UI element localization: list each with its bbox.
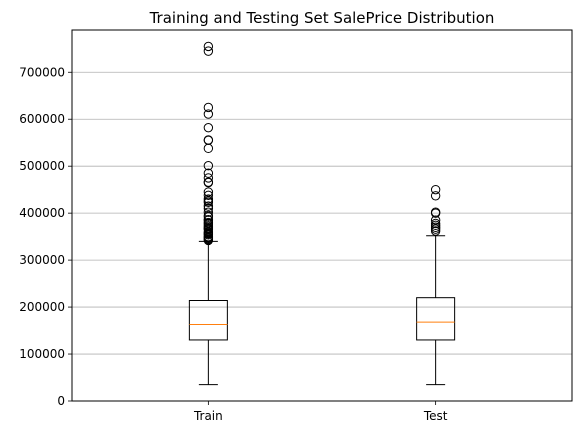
y-axis: 0 100000 200000 300000 400000 500000 600000 700… (19, 65, 72, 408)
x-tick-label: Train (193, 409, 223, 423)
iqr-box (416, 297, 456, 341)
box-test (416, 184, 456, 386)
plot-area (188, 41, 456, 386)
x-axis: Train Test (193, 401, 448, 423)
outlier-point (203, 41, 214, 52)
y-tick-label: 400000 (19, 206, 65, 220)
y-tick-label: 700000 (19, 65, 65, 79)
outlier-point (203, 102, 214, 113)
y-tick-label: 600000 (19, 112, 65, 126)
outlier-point (430, 226, 441, 236)
grid-lines (72, 71, 572, 402)
x-tick-label: Test (423, 409, 448, 423)
y-tick-label: 0 (57, 394, 65, 408)
chart-title: Training and Testing Set SalePrice Distr… (149, 9, 495, 27)
outlier-point (203, 235, 214, 246)
y-tick-label: 500000 (19, 159, 65, 173)
outlier-point (203, 46, 214, 56)
box-train (188, 41, 228, 386)
outlier-point (203, 177, 214, 188)
iqr-box (188, 300, 228, 341)
outlier-point (430, 208, 441, 218)
y-tick-label: 300000 (19, 253, 65, 267)
outlier-point (203, 197, 214, 208)
outlier-point (203, 201, 214, 211)
y-tick-label: 200000 (19, 300, 65, 314)
outlier-point (430, 191, 441, 201)
outlier-point (203, 143, 214, 154)
outlier-point (203, 135, 214, 146)
outlier-point (203, 187, 214, 197)
outlier-point (430, 215, 441, 225)
axes-frame (71, 29, 573, 402)
outlier-point (203, 190, 214, 201)
outlier-point (203, 168, 214, 178)
outlier-point (430, 184, 441, 195)
outlier-point (203, 122, 214, 133)
outlier-point (203, 173, 214, 183)
outlier-point (203, 161, 214, 171)
y-tick-label: 100000 (19, 347, 65, 361)
outlier-point (203, 109, 214, 119)
